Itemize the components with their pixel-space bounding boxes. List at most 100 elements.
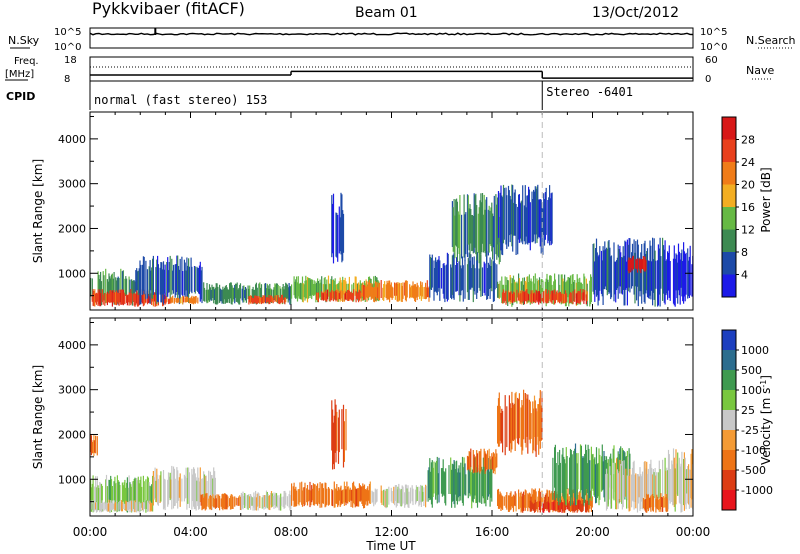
scatter-stripe [637,474,639,504]
scatter-stripe [213,497,215,508]
scatter-stripe [153,477,155,500]
scatter-stripe [332,203,334,254]
scatter-stripe [214,289,216,300]
scatter-stripe [140,502,142,511]
scatter-stripe [577,453,579,490]
scatter-stripe [340,485,342,506]
scatter-stripe [337,289,339,302]
scatter-stripe [645,260,647,271]
scatter-stripe [538,290,541,302]
scatter-stripe [604,456,606,502]
scatter-stripe [465,212,467,255]
scatter-stripe [364,489,366,505]
scatter-stripe [598,448,600,506]
scatter-stripe [678,457,680,503]
scatter-stripe [116,292,118,302]
scatter-stripe [203,287,206,302]
scatter-stripe [650,245,652,300]
scatter-stripe [602,461,604,490]
scatter-stripe [564,463,567,505]
scatter-stripe [338,409,340,453]
scatter-stripe [574,489,576,513]
scatter-stripe [291,284,293,299]
scatter-stripe [409,287,412,298]
scatter-stripe [451,201,453,247]
scatter-stripe [581,457,583,499]
scatter-stripe [179,258,181,300]
scatter-stripe [593,459,595,496]
scatter-stripe [510,199,512,235]
scatter-stripe [652,259,654,293]
scatter-stripe [243,285,245,303]
scatter-stripe [473,457,475,499]
colorbar-cell-1 [722,350,736,371]
scatter-stripe [331,195,333,258]
scatter-stripe [609,247,611,293]
scatter-stripe [116,502,118,512]
scatter-stripe [522,185,524,245]
scatter-stripe [598,254,600,301]
scatter-stripe [464,259,466,299]
scatter-stripe [463,194,465,258]
scatter-stripe [467,457,469,499]
scatter-stripe [409,487,412,504]
scatter-stripe [518,273,520,298]
scatter-stripe [442,263,444,294]
scatter-stripe [675,449,677,505]
scatter-stripe [167,472,170,505]
cpid-label: CPID [6,90,35,103]
scatter-stripe [192,474,194,501]
scatter-stripe [504,276,506,298]
scatter-stripe [451,267,453,300]
scatter-stripe [136,268,138,291]
scatter-stripe [518,393,520,439]
scatter-stripe [437,259,439,292]
scatter-stripe [537,292,539,302]
scatter-stripe [551,290,553,304]
scatter-stripe [484,263,486,296]
scatter-stripe [597,256,599,306]
scatter-stripe [324,277,326,298]
scatter-stripe [643,243,645,303]
scatter-stripe [685,469,687,510]
scatter-stripe [227,496,229,508]
scatter-stripe [549,275,551,301]
colorbar-tick-label-6: -500 [741,464,766,477]
scatter-stripe [401,485,403,506]
scatter-stripe [554,444,556,501]
scatter-stripe [580,503,582,513]
scatter-stripe [448,465,450,494]
scatter-stripe [108,294,110,303]
scatter-stripe [331,290,333,301]
colorbar-tick-label-6: 4 [741,269,748,282]
xtick-label-6: 00:00 [676,525,711,539]
scatter-stripe [368,490,370,501]
scatter-stripe [296,282,299,302]
scatter-stripe [602,246,604,305]
xtick-label-5: 20:00 [575,525,610,539]
scatter-stripe [258,283,260,304]
scatter-stripe [647,260,649,298]
scatter-stripe [521,200,523,241]
scatter-stripe [224,493,226,510]
scatter-stripe [624,452,626,500]
scatter-stripe [168,298,170,304]
scatter-stripe [353,289,355,300]
scatter-stripe [654,468,656,508]
scatter-stripe [445,468,447,506]
scatter-stripe [502,284,504,299]
scatter-stripe [632,462,634,502]
nsearch-tick-top: 10^5 [700,27,727,38]
scatter-stripe [111,486,113,503]
scatter-stripe [515,493,517,512]
scatter-stripe [485,453,487,472]
scatter-stripe [469,204,471,258]
scatter-stripe [224,286,226,304]
scatter-stripe [483,194,485,252]
scatter-stripe [167,298,170,305]
scatter-stripe [203,474,206,499]
scatter-stripe [547,490,549,507]
scatter-stripe [136,501,139,511]
scatter-stripe [115,502,117,511]
scatter-stripe [372,491,374,502]
